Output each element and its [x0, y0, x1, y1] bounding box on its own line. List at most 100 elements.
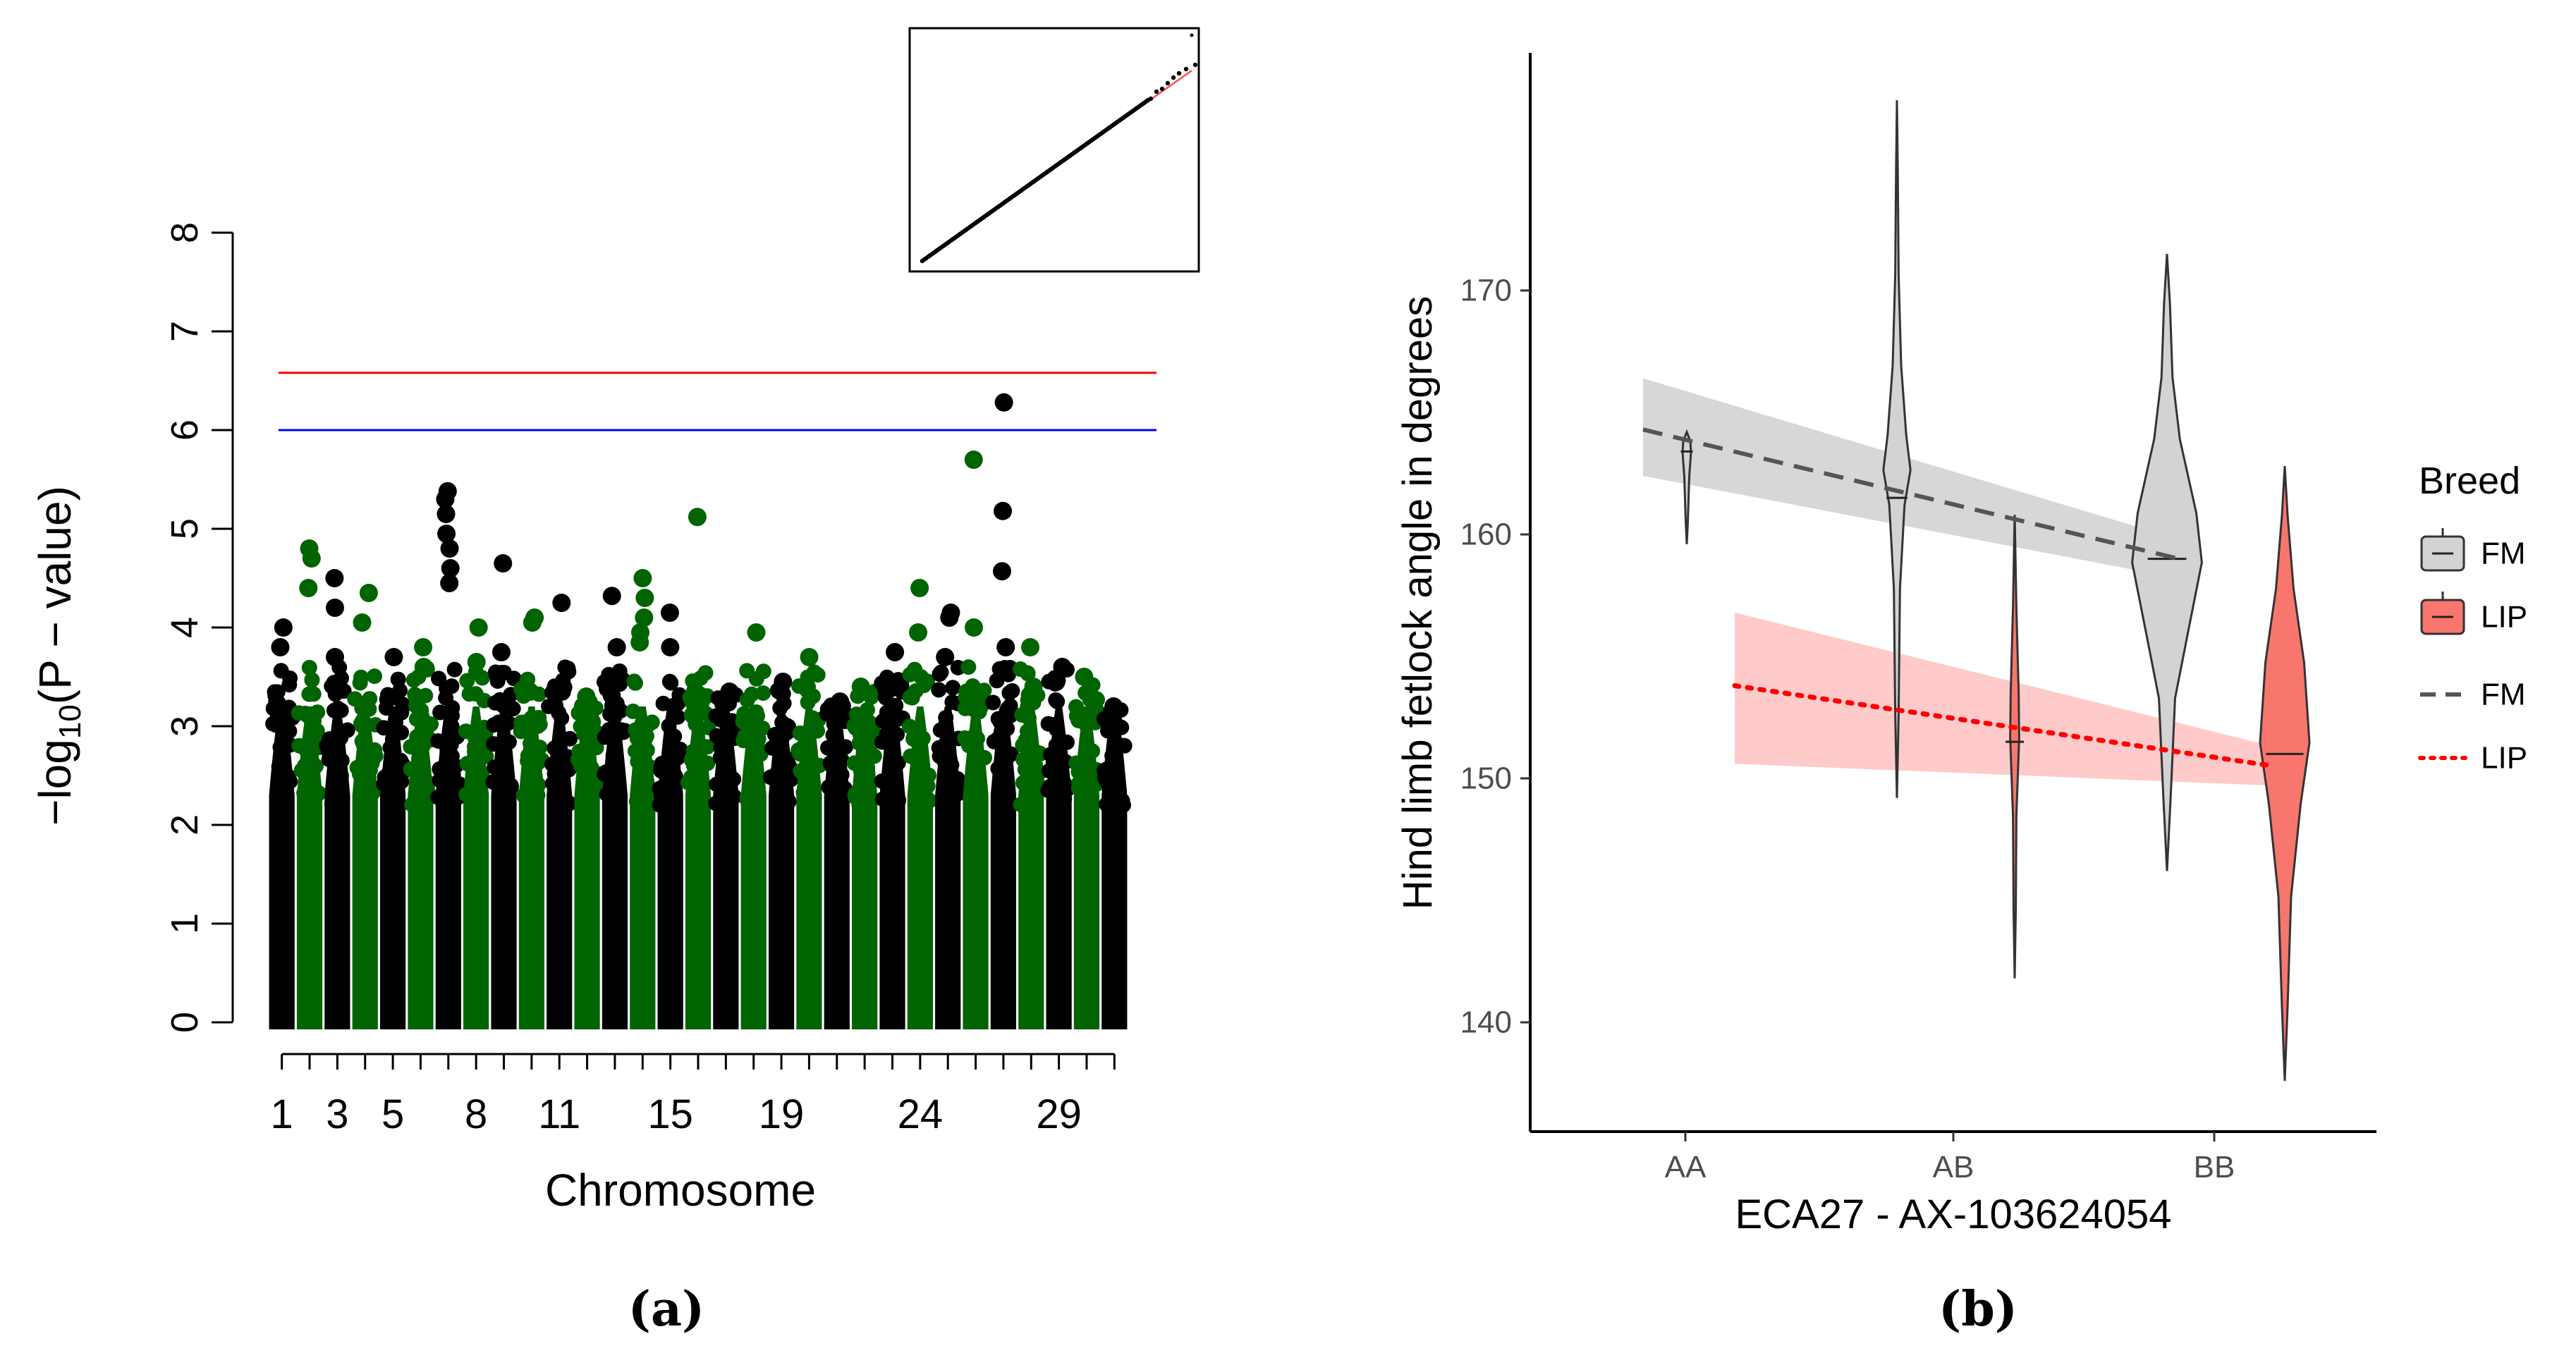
snp-point: [719, 727, 735, 743]
snp-point: [299, 579, 318, 597]
y-tick-label: 5: [164, 518, 206, 539]
snp-point: [367, 668, 383, 685]
top-snp-point: [469, 618, 488, 637]
snp-point: [347, 691, 363, 707]
snp-point: [302, 549, 321, 568]
violin-fm-aa: [1681, 429, 1692, 544]
trend-lines: [1642, 427, 2277, 769]
snp-point: [889, 792, 905, 808]
snp-point: [404, 797, 420, 813]
snp-point: [501, 734, 517, 750]
top-snp-point: [494, 554, 513, 573]
snp-point: [752, 746, 769, 762]
chromosome-column: [879, 706, 905, 1029]
snp-point: [296, 785, 312, 801]
top-snp-point: [774, 673, 793, 691]
snp-point: [635, 589, 654, 607]
snp-point: [417, 687, 434, 704]
snp-point: [486, 736, 502, 752]
snp-point: [798, 766, 814, 783]
snp-point: [570, 705, 587, 721]
snp-point: [1020, 666, 1036, 682]
snp-point: [575, 762, 592, 778]
snp-point: [890, 754, 906, 771]
violin-x-tick-label: AB: [1933, 1150, 1974, 1184]
snp-point: [1024, 678, 1043, 696]
snp-point: [877, 690, 893, 706]
legend-label: FM: [2481, 678, 2526, 712]
snp-point: [1040, 716, 1056, 732]
snp-point: [561, 795, 578, 812]
snp-point: [735, 714, 751, 730]
manhattan-x-axis: 1 3 5 8 11 15 19 24 29: [271, 1053, 1116, 1137]
snp-point: [774, 783, 790, 799]
snp-point: [436, 490, 455, 508]
snp-point: [376, 776, 392, 792]
snp-point: [726, 771, 742, 788]
snp-point: [409, 729, 425, 745]
snp-point: [352, 675, 368, 691]
snp-point: [440, 539, 459, 558]
top-snp-point: [910, 579, 929, 597]
top-snp-point: [325, 569, 344, 587]
snp-point: [800, 694, 816, 710]
top-snp-point: [1021, 638, 1040, 656]
snp-point: [353, 613, 372, 632]
y-tick-label: 6: [164, 420, 206, 441]
top-snp-point: [1053, 658, 1072, 676]
snp-point: [910, 769, 926, 785]
snp-point: [333, 768, 349, 784]
snp-point: [960, 659, 977, 675]
snp-point: [825, 727, 841, 743]
top-snp-point: [994, 393, 1013, 412]
snp-point: [583, 791, 599, 807]
snp-point: [999, 721, 1015, 737]
snp-point: [920, 778, 936, 794]
snp-point: [271, 638, 290, 656]
snp-point: [937, 718, 953, 734]
snp-point: [739, 692, 755, 708]
snp-point: [637, 733, 653, 749]
snp-point: [441, 559, 460, 577]
snp-point: [863, 689, 879, 705]
snp-point: [458, 723, 474, 740]
snp-point: [692, 795, 708, 811]
top-snp-point: [414, 638, 433, 656]
snp-point: [1059, 734, 1075, 750]
snp-point: [800, 787, 817, 803]
x-tick-label: 15: [647, 1091, 693, 1137]
snp-point: [780, 718, 796, 735]
snp-point: [764, 740, 781, 756]
snp-point: [810, 723, 826, 739]
snp-point: [303, 771, 319, 787]
snp-point: [772, 700, 788, 716]
snp-point: [322, 731, 338, 747]
snp-point: [658, 794, 674, 810]
snp-point: [686, 697, 705, 716]
snp-point: [692, 670, 709, 686]
snp-point: [909, 623, 928, 642]
qq-point: [1183, 66, 1189, 72]
violin-x-axis-title: ECA27 - AX-103624054: [1735, 1192, 2171, 1237]
snp-point: [381, 788, 397, 804]
snp-point: [1000, 700, 1016, 716]
snp-point: [700, 739, 716, 755]
snp-point: [1013, 797, 1029, 813]
snp-point: [666, 728, 683, 745]
snp-point: [640, 716, 657, 733]
snp-point: [310, 704, 326, 721]
snp-point: [403, 761, 419, 777]
qq-point: [1192, 62, 1198, 68]
top-snp-point: [831, 692, 850, 711]
snp-point: [605, 687, 621, 704]
snp-point: [467, 743, 483, 759]
top-snp-point: [552, 594, 571, 612]
snp-point: [1070, 711, 1086, 728]
snp-point: [1045, 754, 1061, 770]
qq-plot-inset: [908, 27, 1200, 273]
snp-point: [696, 777, 712, 793]
snp-point: [551, 754, 568, 771]
qq-point: [1165, 80, 1171, 86]
